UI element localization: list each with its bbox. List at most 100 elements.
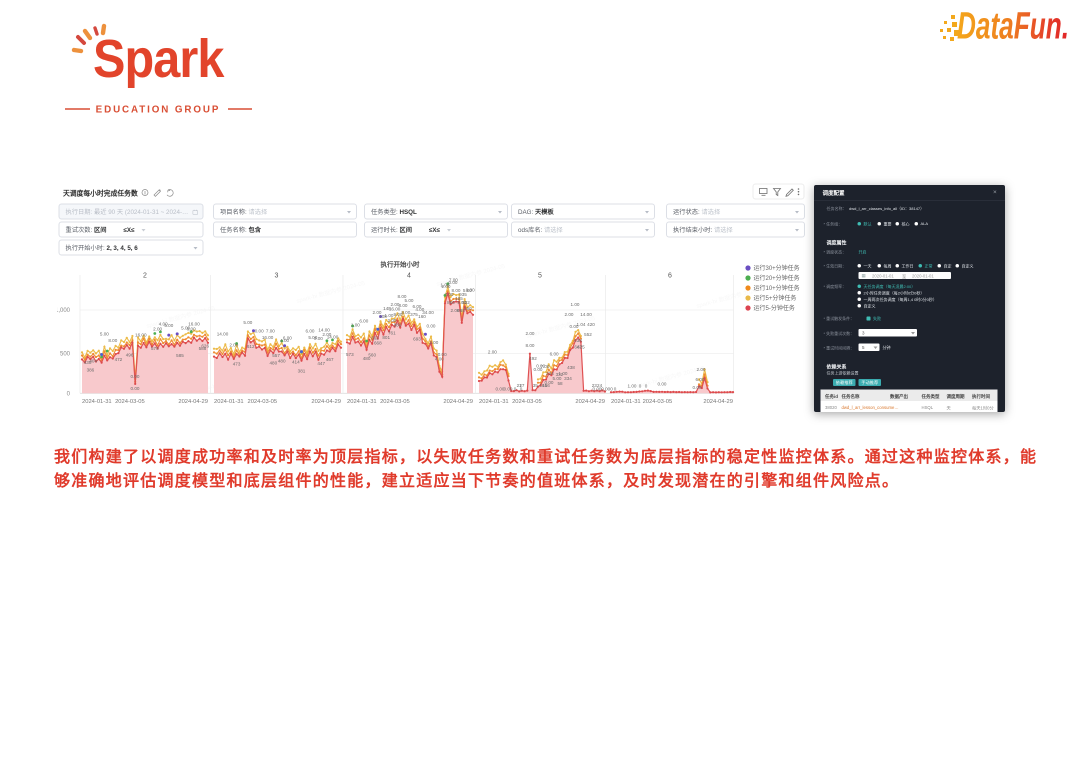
svg-text:2024-01-31: 2024-01-31 xyxy=(611,399,641,405)
svg-text:2.00: 2.00 xyxy=(565,312,574,317)
svg-text:588: 588 xyxy=(199,346,207,351)
svg-text:运行10+分钟任务: 运行10+分钟任务 xyxy=(754,284,800,292)
svg-text:8.00: 8.00 xyxy=(398,294,407,299)
svg-text:2024-04-29: 2024-04-29 xyxy=(311,399,341,405)
svg-text:472: 472 xyxy=(115,357,123,362)
svg-text:480: 480 xyxy=(278,359,286,364)
svg-text:4: 4 xyxy=(407,273,411,280)
svg-text:350: 350 xyxy=(464,306,472,311)
svg-text:1.00: 1.00 xyxy=(559,371,568,376)
svg-text:0.00: 0.00 xyxy=(187,327,196,332)
svg-text:2.00: 2.00 xyxy=(526,331,535,336)
svg-text:14.00: 14.00 xyxy=(318,327,330,332)
svg-text:4.00: 4.00 xyxy=(159,321,168,326)
svg-text:0.00: 0.00 xyxy=(536,364,545,369)
svg-text:2.00: 2.00 xyxy=(322,332,331,337)
svg-text:575: 575 xyxy=(151,346,159,351)
svg-text:0: 0 xyxy=(520,387,523,392)
svg-text:8.00: 8.00 xyxy=(401,310,410,315)
svg-text:0.00: 0.00 xyxy=(496,387,505,392)
svg-text:34.00: 34.00 xyxy=(422,310,434,315)
svg-text:23: 23 xyxy=(592,383,598,388)
svg-text:480: 480 xyxy=(269,360,277,365)
svg-text:2024-01-31: 2024-01-31 xyxy=(347,399,377,405)
svg-text:2.00: 2.00 xyxy=(488,350,497,355)
svg-text:2.00: 2.00 xyxy=(388,318,397,323)
svg-text:8.00: 8.00 xyxy=(399,303,408,308)
svg-text:381: 381 xyxy=(298,369,306,374)
svg-text:375: 375 xyxy=(410,312,418,317)
svg-text:414: 414 xyxy=(292,360,300,365)
svg-text:0.00: 0.00 xyxy=(314,336,323,341)
svg-text:2024-01-31: 2024-01-31 xyxy=(82,399,112,405)
svg-text:2024-04-29: 2024-04-29 xyxy=(575,399,605,405)
svg-text:5.00: 5.00 xyxy=(463,288,472,293)
svg-text:2024-03-05: 2024-03-05 xyxy=(512,399,542,405)
svg-text:6.00: 6.00 xyxy=(306,329,315,334)
svg-text:625: 625 xyxy=(577,345,585,350)
svg-text:7.00: 7.00 xyxy=(266,329,275,334)
svg-text:1,000: 1,000 xyxy=(57,308,71,314)
svg-text:6: 6 xyxy=(668,273,672,280)
svg-text:2024-04-29: 2024-04-29 xyxy=(443,399,473,405)
svg-text:58: 58 xyxy=(557,381,563,386)
svg-text:332: 332 xyxy=(556,372,564,377)
svg-text:573: 573 xyxy=(346,352,354,357)
svg-text:6.00: 6.00 xyxy=(550,352,559,357)
svg-text:560: 560 xyxy=(368,353,376,358)
svg-text:3: 3 xyxy=(275,273,279,280)
svg-text:932: 932 xyxy=(462,300,470,305)
svg-text:693: 693 xyxy=(413,336,421,341)
svg-text:935: 935 xyxy=(459,292,467,297)
svg-text:4.00: 4.00 xyxy=(415,307,424,312)
svg-text:0.00: 0.00 xyxy=(131,374,140,379)
svg-text:6.00: 6.00 xyxy=(359,319,368,324)
svg-text:0: 0 xyxy=(639,384,642,389)
svg-text:1.00: 1.00 xyxy=(385,313,394,318)
svg-text:2024-03-05: 2024-03-05 xyxy=(643,399,673,405)
svg-text:5.00: 5.00 xyxy=(100,332,109,337)
svg-text:5.00: 5.00 xyxy=(243,320,252,325)
svg-text:0.00: 0.00 xyxy=(534,367,543,372)
svg-text:438: 438 xyxy=(574,338,582,343)
svg-text:557: 557 xyxy=(272,353,280,358)
svg-text:160: 160 xyxy=(418,314,426,319)
svg-text:5.00: 5.00 xyxy=(308,335,317,340)
svg-text:0.00: 0.00 xyxy=(255,328,264,333)
svg-text:0: 0 xyxy=(614,387,617,392)
svg-text:0.00: 0.00 xyxy=(504,387,513,392)
svg-text:612: 612 xyxy=(247,344,255,349)
svg-text:执行开始小时: 执行开始小时 xyxy=(381,260,421,269)
svg-text:6.00: 6.00 xyxy=(283,336,292,341)
svg-text:420: 420 xyxy=(587,322,595,327)
svg-text:2024-03-05: 2024-03-05 xyxy=(115,399,145,405)
svg-text:16.00: 16.00 xyxy=(135,333,147,338)
svg-text:386: 386 xyxy=(87,368,95,373)
svg-text:1.00: 1.00 xyxy=(628,384,637,389)
svg-text:0.000: 0.000 xyxy=(601,387,613,392)
svg-text:647: 647 xyxy=(574,345,582,350)
svg-text:16.00: 16.00 xyxy=(188,321,200,326)
svg-text:5.00: 5.00 xyxy=(405,298,414,303)
svg-text:2024-03-05: 2024-03-05 xyxy=(380,399,410,405)
svg-text:运行30+分钟任务: 运行30+分钟任务 xyxy=(754,264,800,272)
svg-text:1.00: 1.00 xyxy=(441,283,450,288)
svg-text:2024-04-29: 2024-04-29 xyxy=(703,399,733,405)
svg-text:2.00: 2.00 xyxy=(153,327,162,332)
svg-text:668: 668 xyxy=(374,341,382,346)
svg-text:21: 21 xyxy=(517,383,523,388)
svg-text:16.00: 16.00 xyxy=(262,335,274,340)
svg-text:2024-01-31: 2024-01-31 xyxy=(479,399,509,405)
svg-text:161: 161 xyxy=(539,383,547,388)
svg-text:Spark: Spark xyxy=(93,28,225,89)
svg-text:24: 24 xyxy=(597,383,603,388)
svg-text:5.00: 5.00 xyxy=(457,300,466,305)
svg-text:8.00: 8.00 xyxy=(526,343,535,348)
svg-text:2.00: 2.00 xyxy=(373,310,382,315)
svg-text:585: 585 xyxy=(176,353,184,358)
svg-text:1.00: 1.00 xyxy=(351,323,360,328)
svg-text:1.04: 1.04 xyxy=(577,322,586,327)
svg-text:8.00: 8.00 xyxy=(466,287,475,292)
svg-text:运行5-分钟任务: 运行5-分钟任务 xyxy=(754,304,795,312)
svg-text:0.00: 0.00 xyxy=(545,380,554,385)
